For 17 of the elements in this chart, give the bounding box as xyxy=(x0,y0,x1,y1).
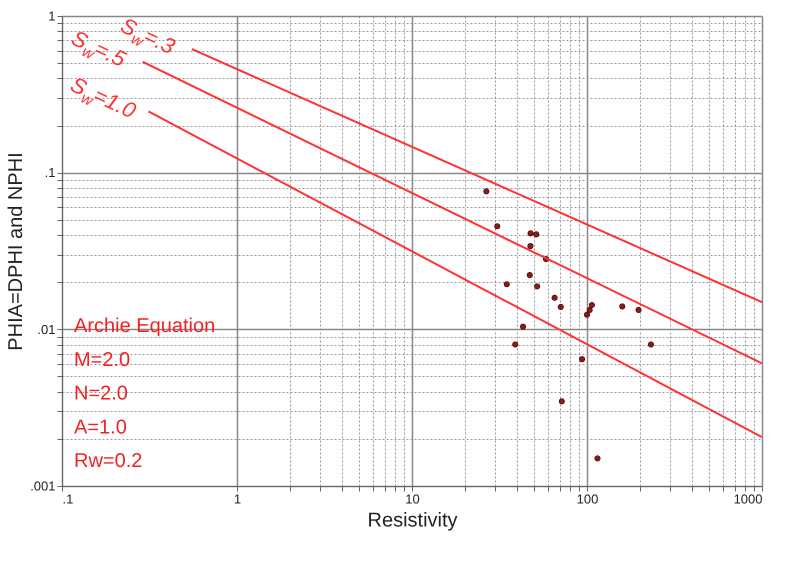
x-axis-title: Resistivity xyxy=(367,510,458,532)
x-tick-label: 10 xyxy=(405,492,420,506)
x-tick-label: 100 xyxy=(576,492,598,506)
y-tick-label: .1 xyxy=(44,165,56,180)
x-tick-label: .1 xyxy=(62,492,74,506)
y-axis-title: PHIA=DPHI and NPHI xyxy=(5,152,28,351)
y-tick-label: .01 xyxy=(37,322,56,337)
y-tick-label: .001 xyxy=(30,478,56,494)
annotation: M=2.0 xyxy=(74,348,130,371)
x-tick-label: 1 xyxy=(234,492,242,506)
text: Sw=1.0 xyxy=(66,72,140,124)
x-tick-label: 1000 xyxy=(734,492,762,506)
annotation: N=2.0 xyxy=(74,382,128,404)
annotation: Archie Equation xyxy=(74,315,216,337)
y-tick-label: 1 xyxy=(48,8,56,24)
annotation: A=1.0 xyxy=(74,416,127,438)
annotation: Rw=0.2 xyxy=(74,450,142,472)
